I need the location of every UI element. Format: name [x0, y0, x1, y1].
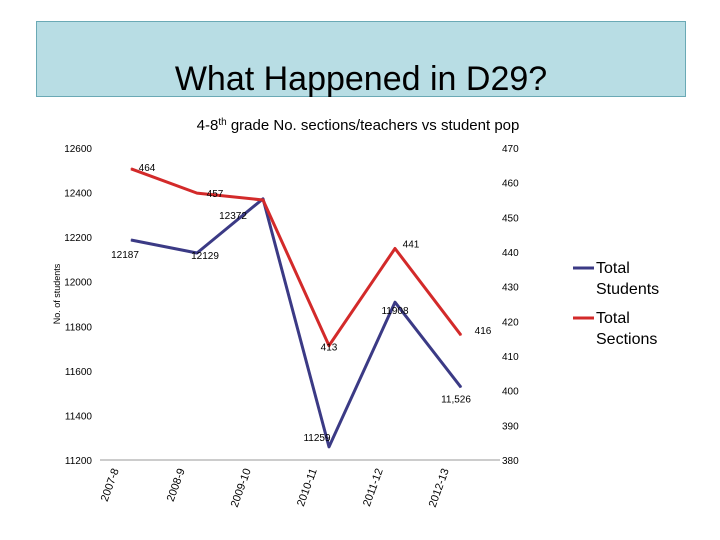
left-tick-label: 11400 — [65, 411, 93, 422]
legend-label: Total — [596, 310, 630, 327]
data-label-students: 11908 — [381, 306, 409, 317]
x-tick-label: 2010-11 — [295, 467, 320, 508]
x-tick-label: 2007-8 — [99, 467, 122, 503]
data-point — [460, 334, 462, 336]
data-label-students: 12187 — [111, 250, 139, 261]
data-point — [394, 301, 396, 303]
left-tick-label: 11600 — [65, 367, 93, 378]
legend-label: Students — [596, 281, 659, 298]
right-tick-label: 400 — [502, 387, 519, 398]
data-label-sections: 413 — [321, 343, 338, 354]
data-point — [130, 239, 132, 241]
data-label-sections: 416 — [475, 326, 492, 337]
right-tick-label: 460 — [502, 179, 519, 190]
slide-title: What Happened in D29? — [174, 60, 548, 98]
right-tick-label: 380 — [502, 456, 519, 467]
x-tick-label: 2011-12 — [361, 467, 386, 508]
right-tick-label: 390 — [502, 421, 519, 432]
data-label-sections: 457 — [207, 189, 224, 200]
right-tick-label: 410 — [502, 352, 519, 363]
data-label-students: 11,526 — [441, 394, 471, 405]
left-tick-label: 11800 — [65, 322, 93, 333]
data-point — [262, 199, 264, 201]
left-tick-label: 11200 — [65, 456, 93, 467]
x-tick-label: 2008-9 — [165, 467, 188, 503]
data-label-students: 12129 — [191, 251, 219, 262]
left-tick-label: 12400 — [64, 189, 92, 200]
left-tick-label: 12600 — [64, 144, 92, 155]
data-point — [328, 446, 330, 448]
data-label-sections: 441 — [403, 240, 420, 251]
series-line-sections — [130, 167, 463, 348]
right-tick-label: 420 — [502, 317, 519, 328]
legend-label: Sections — [596, 331, 657, 348]
right-tick-label: 470 — [502, 144, 519, 155]
left-tick-label: 12200 — [64, 233, 92, 244]
data-point — [394, 248, 396, 250]
data-label-students: 12372 — [219, 211, 247, 222]
x-tick-label: 2012-13 — [427, 467, 452, 509]
chart-title: 4-8th grade No. sections/teachers vs stu… — [197, 117, 520, 135]
right-tick-label: 430 — [502, 283, 519, 294]
legend-label: Total — [596, 260, 630, 277]
y-axis-label: No. of students — [52, 263, 62, 324]
data-point — [328, 345, 330, 347]
right-tick-label: 440 — [502, 248, 519, 259]
right-tick-label: 450 — [502, 213, 519, 224]
data-point — [130, 168, 132, 170]
data-label-sections: 464 — [139, 163, 156, 174]
title-banner: What Happened in D29? — [36, 21, 686, 98]
series-line-students — [130, 197, 463, 449]
data-point — [460, 386, 462, 388]
left-tick-label: 12000 — [64, 278, 92, 289]
data-point — [196, 252, 198, 254]
x-tick-label: 2009-10 — [229, 467, 254, 509]
data-label-students: 11259 — [303, 433, 331, 444]
data-point — [196, 192, 198, 194]
